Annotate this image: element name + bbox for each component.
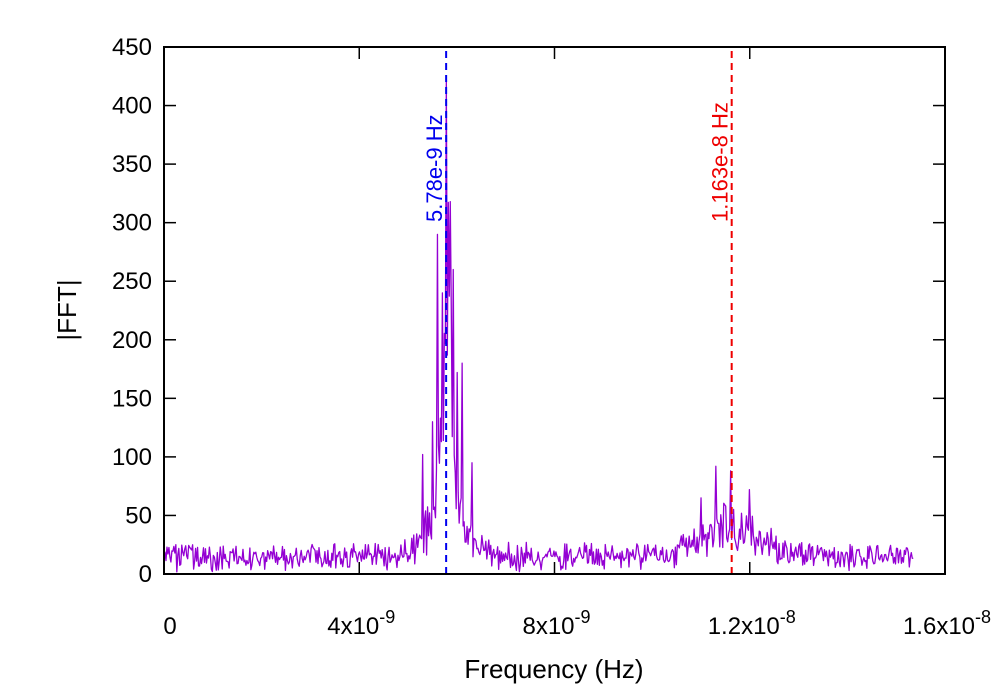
- y-tick-label-0: 0: [139, 561, 152, 588]
- marker-layer: 5.78e-9 Hz 1.163e-8 Hz: [422, 47, 733, 574]
- x-tick-label-2: 8x10-9: [522, 607, 590, 640]
- y-tick-label-2: 100: [112, 444, 152, 471]
- y-tick-label-7: 350: [112, 151, 152, 178]
- x-tick-label-0: 0: [163, 613, 176, 640]
- marker-label-0: 5.78e-9 Hz: [422, 114, 447, 222]
- y-tick-label-5: 250: [112, 268, 152, 295]
- x-axis-title: Frequency (Hz): [464, 654, 643, 684]
- y-tick-label-3: 150: [112, 385, 152, 412]
- tick-layer: 0 50 100 150 200 250 300 350 400 450 0 4x10-9 8x10-9…: [112, 34, 991, 640]
- x-tick-label-4: 1.6x10-8: [903, 607, 991, 640]
- plot-frame: [163, 46, 946, 575]
- x-tick-label-3: 1.2x10-8: [708, 607, 796, 640]
- y-tick-label-9: 450: [112, 34, 152, 61]
- series-layer: [163, 79, 914, 573]
- series-line-fft: [163, 79, 914, 573]
- y-tick-label-8: 400: [112, 93, 152, 120]
- y-tick-label-4: 200: [112, 327, 152, 354]
- y-axis-title: |FFT|: [52, 279, 82, 340]
- y-tick-label-1: 50: [125, 502, 152, 529]
- marker-label-1: 1.163e-8 Hz: [708, 102, 733, 222]
- x-tick-label-1: 4x10-9: [327, 607, 395, 640]
- y-tick-label-6: 300: [112, 210, 152, 237]
